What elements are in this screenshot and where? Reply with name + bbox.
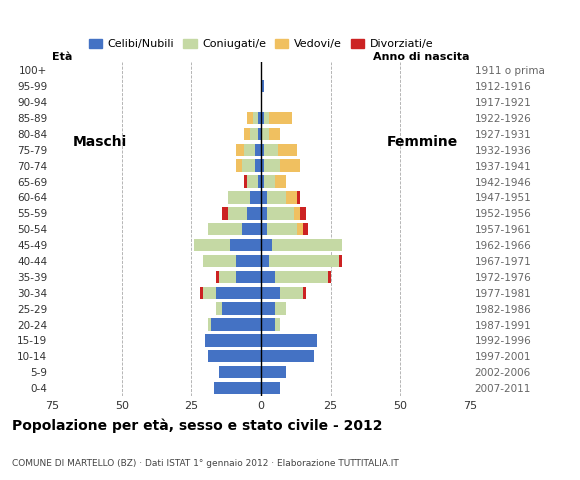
Bar xyxy=(216,271,219,283)
Bar xyxy=(236,144,244,156)
Bar xyxy=(208,350,261,362)
Bar xyxy=(264,175,275,188)
Bar xyxy=(281,287,303,299)
Bar xyxy=(205,334,261,347)
Bar xyxy=(261,334,317,347)
Bar xyxy=(264,112,269,124)
Bar xyxy=(202,287,216,299)
Bar xyxy=(264,144,278,156)
Bar xyxy=(297,223,303,235)
Bar xyxy=(261,144,264,156)
Bar xyxy=(255,159,261,172)
Bar xyxy=(261,287,281,299)
Bar xyxy=(261,271,275,283)
Bar xyxy=(269,255,339,267)
Bar xyxy=(247,175,258,188)
Bar xyxy=(236,159,241,172)
Bar xyxy=(303,223,309,235)
Bar xyxy=(200,287,202,299)
Bar xyxy=(194,239,230,252)
Bar xyxy=(261,191,267,204)
Bar xyxy=(339,255,342,267)
Bar xyxy=(241,223,261,235)
Bar xyxy=(244,144,255,156)
Bar xyxy=(267,207,295,219)
Bar xyxy=(219,366,261,378)
Bar xyxy=(247,112,253,124)
Bar xyxy=(261,366,286,378)
Bar xyxy=(208,318,211,331)
Bar xyxy=(269,112,292,124)
Bar xyxy=(202,255,236,267)
Bar xyxy=(208,223,241,235)
Bar xyxy=(269,128,281,140)
Bar xyxy=(261,207,267,219)
Bar xyxy=(261,112,264,124)
Text: Maschi: Maschi xyxy=(72,135,126,149)
Text: COMUNE DI MARTELLO (BZ) · Dati ISTAT 1° gennaio 2012 · Elaborazione TUTTITALIA.I: COMUNE DI MARTELLO (BZ) · Dati ISTAT 1° … xyxy=(12,458,398,468)
Bar xyxy=(281,159,300,172)
Bar xyxy=(261,350,314,362)
Bar xyxy=(258,175,261,188)
Bar xyxy=(250,128,258,140)
Bar xyxy=(227,191,250,204)
Bar xyxy=(275,271,328,283)
Bar xyxy=(253,112,258,124)
Bar xyxy=(261,175,264,188)
Bar xyxy=(261,302,275,315)
Bar xyxy=(278,144,297,156)
Bar xyxy=(286,191,297,204)
Bar xyxy=(261,255,269,267)
Bar xyxy=(227,207,247,219)
Bar xyxy=(264,159,281,172)
Bar xyxy=(297,191,300,204)
Bar xyxy=(247,207,261,219)
Text: Popolazione per età, sesso e stato civile - 2012: Popolazione per età, sesso e stato civil… xyxy=(12,418,382,432)
Bar xyxy=(272,239,342,252)
Bar xyxy=(222,207,227,219)
Bar xyxy=(261,239,272,252)
Bar xyxy=(213,382,261,394)
Bar xyxy=(303,287,306,299)
Bar xyxy=(241,159,255,172)
Bar xyxy=(244,175,247,188)
Bar xyxy=(236,255,261,267)
Bar xyxy=(328,271,331,283)
Bar xyxy=(216,287,261,299)
Bar xyxy=(261,128,269,140)
Bar xyxy=(261,382,281,394)
Bar xyxy=(230,239,261,252)
Bar xyxy=(267,191,286,204)
Bar xyxy=(258,128,261,140)
Bar xyxy=(261,159,264,172)
Bar xyxy=(258,112,261,124)
Text: Femmine: Femmine xyxy=(387,135,458,149)
Bar xyxy=(261,80,264,93)
Bar xyxy=(255,144,261,156)
Bar xyxy=(222,302,261,315)
Bar xyxy=(275,318,281,331)
Bar xyxy=(250,191,261,204)
Bar xyxy=(236,271,261,283)
Bar xyxy=(267,223,297,235)
Bar xyxy=(261,318,275,331)
Legend: Celibi/Nubili, Coniugati/e, Vedovi/e, Divorziati/e: Celibi/Nubili, Coniugati/e, Vedovi/e, Di… xyxy=(84,35,438,54)
Bar xyxy=(275,175,286,188)
Bar xyxy=(295,207,300,219)
Bar xyxy=(275,302,286,315)
Bar xyxy=(261,223,267,235)
Text: Anno di nascita: Anno di nascita xyxy=(374,52,470,62)
Bar xyxy=(300,207,306,219)
Bar xyxy=(216,302,222,315)
Bar xyxy=(244,128,250,140)
Text: Età: Età xyxy=(52,52,72,62)
Bar xyxy=(211,318,261,331)
Bar xyxy=(219,271,236,283)
